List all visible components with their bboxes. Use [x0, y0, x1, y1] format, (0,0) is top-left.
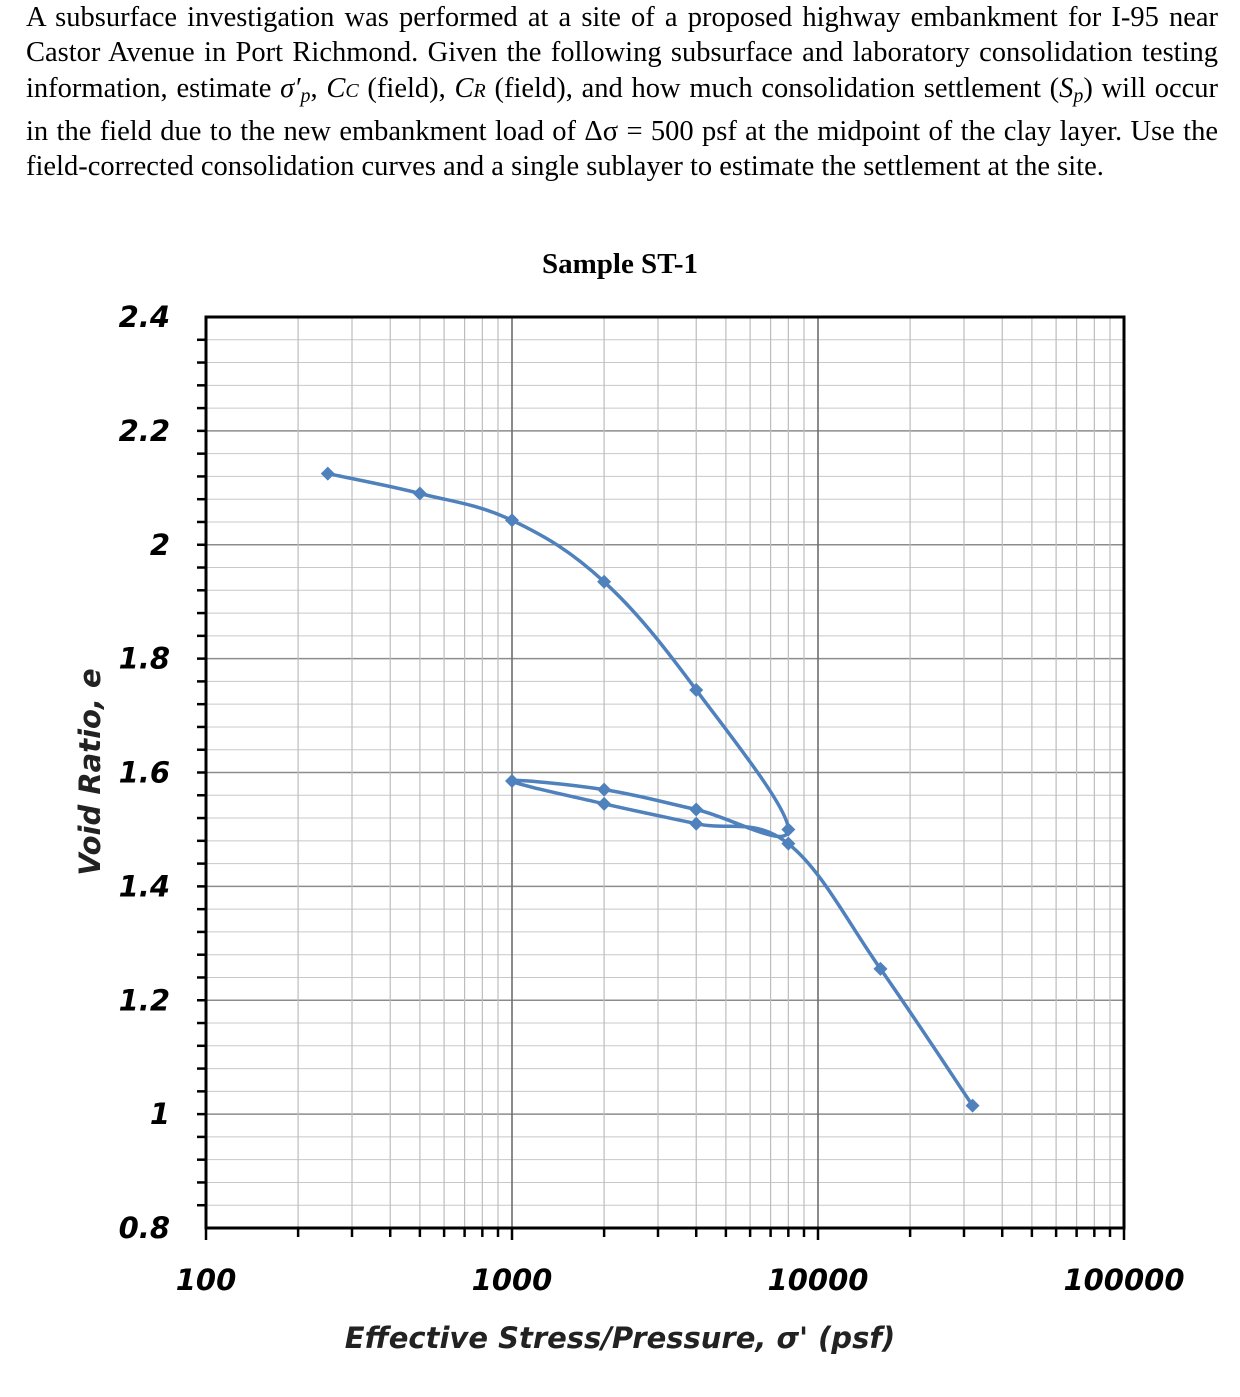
- x-tick-label: 1000: [472, 1263, 553, 1297]
- cr-symbol: CR: [454, 72, 486, 104]
- data-point-marker: [597, 796, 612, 811]
- data-point-marker: [781, 822, 796, 837]
- y-axis-label: Void Ratio, e: [73, 668, 107, 875]
- data-point-marker: [689, 802, 704, 817]
- problem-statement: A subsurface investigation was performed…: [26, 2, 1218, 183]
- y-tick-label: 0.8: [119, 1211, 170, 1245]
- axis-ticks: [197, 338, 1126, 1240]
- x-axis-label: Effective Stress/Pressure, σ' (psf): [345, 1321, 895, 1355]
- y-tick-label: 1.2: [119, 983, 170, 1017]
- data-markers: [320, 466, 980, 1113]
- y-tick-label: 1.4: [119, 869, 170, 903]
- sigma-p-symbol: σ′p: [280, 72, 311, 107]
- data-point-marker: [689, 682, 704, 697]
- data-point-marker: [505, 513, 519, 528]
- data-point-marker: [597, 574, 612, 589]
- data-point-marker: [873, 961, 888, 976]
- data-point-marker: [320, 466, 335, 481]
- data-point-marker: [412, 486, 427, 501]
- problem-text-1: A subsurface investigation was performed…: [26, 2, 1218, 104]
- y-tick-label: 1.6: [119, 756, 170, 790]
- void-ratio-curve: [327, 471, 975, 1107]
- y-tick-label: 2.4: [119, 300, 170, 334]
- y-tick-label: 1: [150, 1097, 170, 1131]
- chart-grid: [206, 317, 1124, 1228]
- data-point-marker: [965, 1098, 980, 1113]
- sp-symbol: Sp: [1059, 72, 1084, 107]
- problem-text-3: ) will occur in the field due to the new…: [26, 72, 1218, 183]
- x-tick-label: 10000: [768, 1263, 869, 1297]
- y-tick-labels: 2.4 2.2 2 1.8 1.6 1.4 1.2 1 0.8: [119, 300, 170, 1245]
- cc-symbol: CC: [326, 72, 359, 104]
- x-tick-label: 100000: [1063, 1263, 1184, 1297]
- data-point-marker: [781, 836, 796, 851]
- y-tick-label: 1.8: [119, 642, 170, 676]
- data-point-marker: [689, 816, 704, 831]
- y-tick-label: 2: [150, 528, 170, 562]
- x-tick-labels: 100 1000 10000 100000: [176, 1263, 1185, 1297]
- data-point-marker: [597, 782, 612, 797]
- data-point-marker: [505, 774, 519, 789]
- problem-text-2: (field), and how much consolidation sett…: [485, 72, 1060, 104]
- y-tick-label: 2.2: [119, 414, 170, 448]
- x-tick-label: 100: [176, 1263, 237, 1297]
- chart-title: Sample ST-1: [542, 248, 698, 280]
